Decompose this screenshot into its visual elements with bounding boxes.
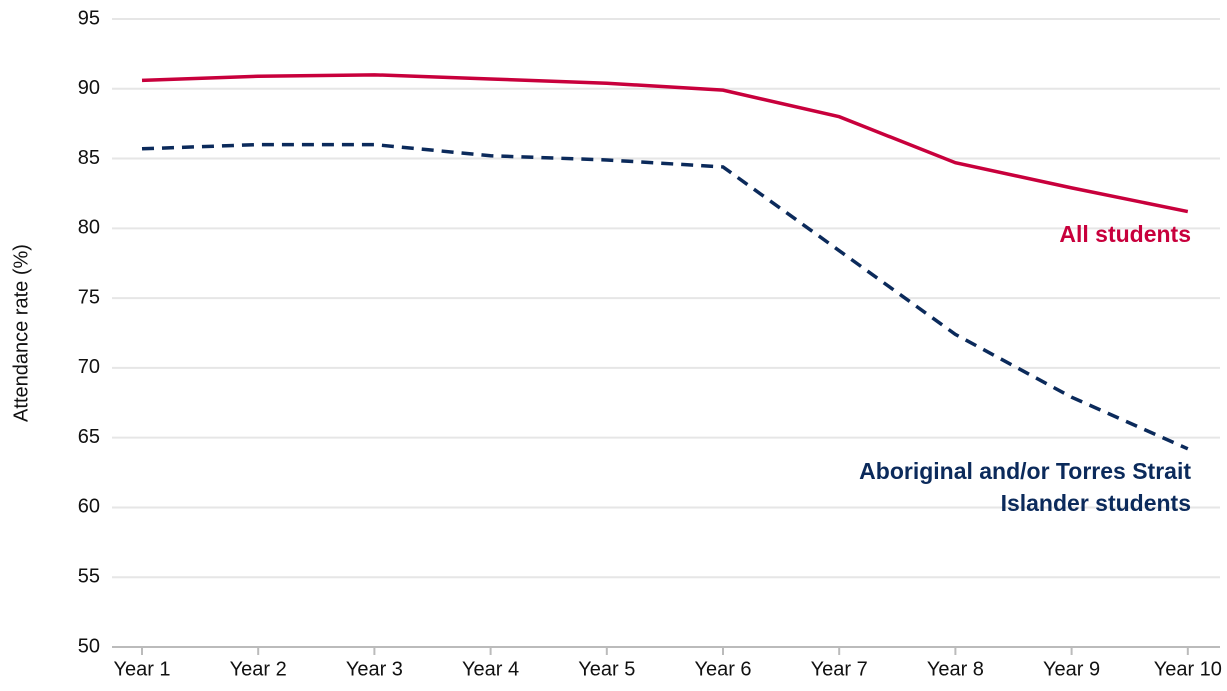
y-tick-label: 95 [78, 7, 100, 29]
x-tick-label: Year 5 [578, 658, 635, 680]
y-tick-label: 70 [78, 356, 100, 378]
y-tick-label: 85 [78, 147, 100, 169]
y-tick-label: 50 [78, 635, 100, 657]
series-line [141, 73, 1189, 214]
x-tick-label: Year 8 [927, 658, 984, 680]
x-tick-label: Year 1 [113, 658, 170, 680]
y-tick-label: 55 [78, 566, 100, 588]
x-tick-label: Year 9 [1043, 658, 1100, 680]
x-tick-label: Year 4 [462, 658, 519, 680]
x-tick-label: Year 3 [346, 658, 403, 680]
y-tick-label: 90 [78, 77, 100, 99]
x-tick-label: Year 10 [1154, 658, 1222, 680]
x-tick-label: Year 7 [811, 658, 868, 680]
y-axis-label: Attendance rate (%) [10, 244, 32, 422]
y-tick-label: 65 [78, 426, 100, 448]
y-tick-label: 60 [78, 496, 100, 518]
y-tick-label: 75 [78, 286, 100, 308]
series-line [141, 142, 1189, 451]
x-tick-label: Year 2 [230, 658, 287, 680]
series-label: All students [1059, 221, 1191, 247]
series-label: Aboriginal and/or Torres Strait Islander… [859, 458, 1191, 516]
x-tick-label: Year 6 [694, 658, 751, 680]
y-tick-label: 80 [78, 217, 100, 239]
